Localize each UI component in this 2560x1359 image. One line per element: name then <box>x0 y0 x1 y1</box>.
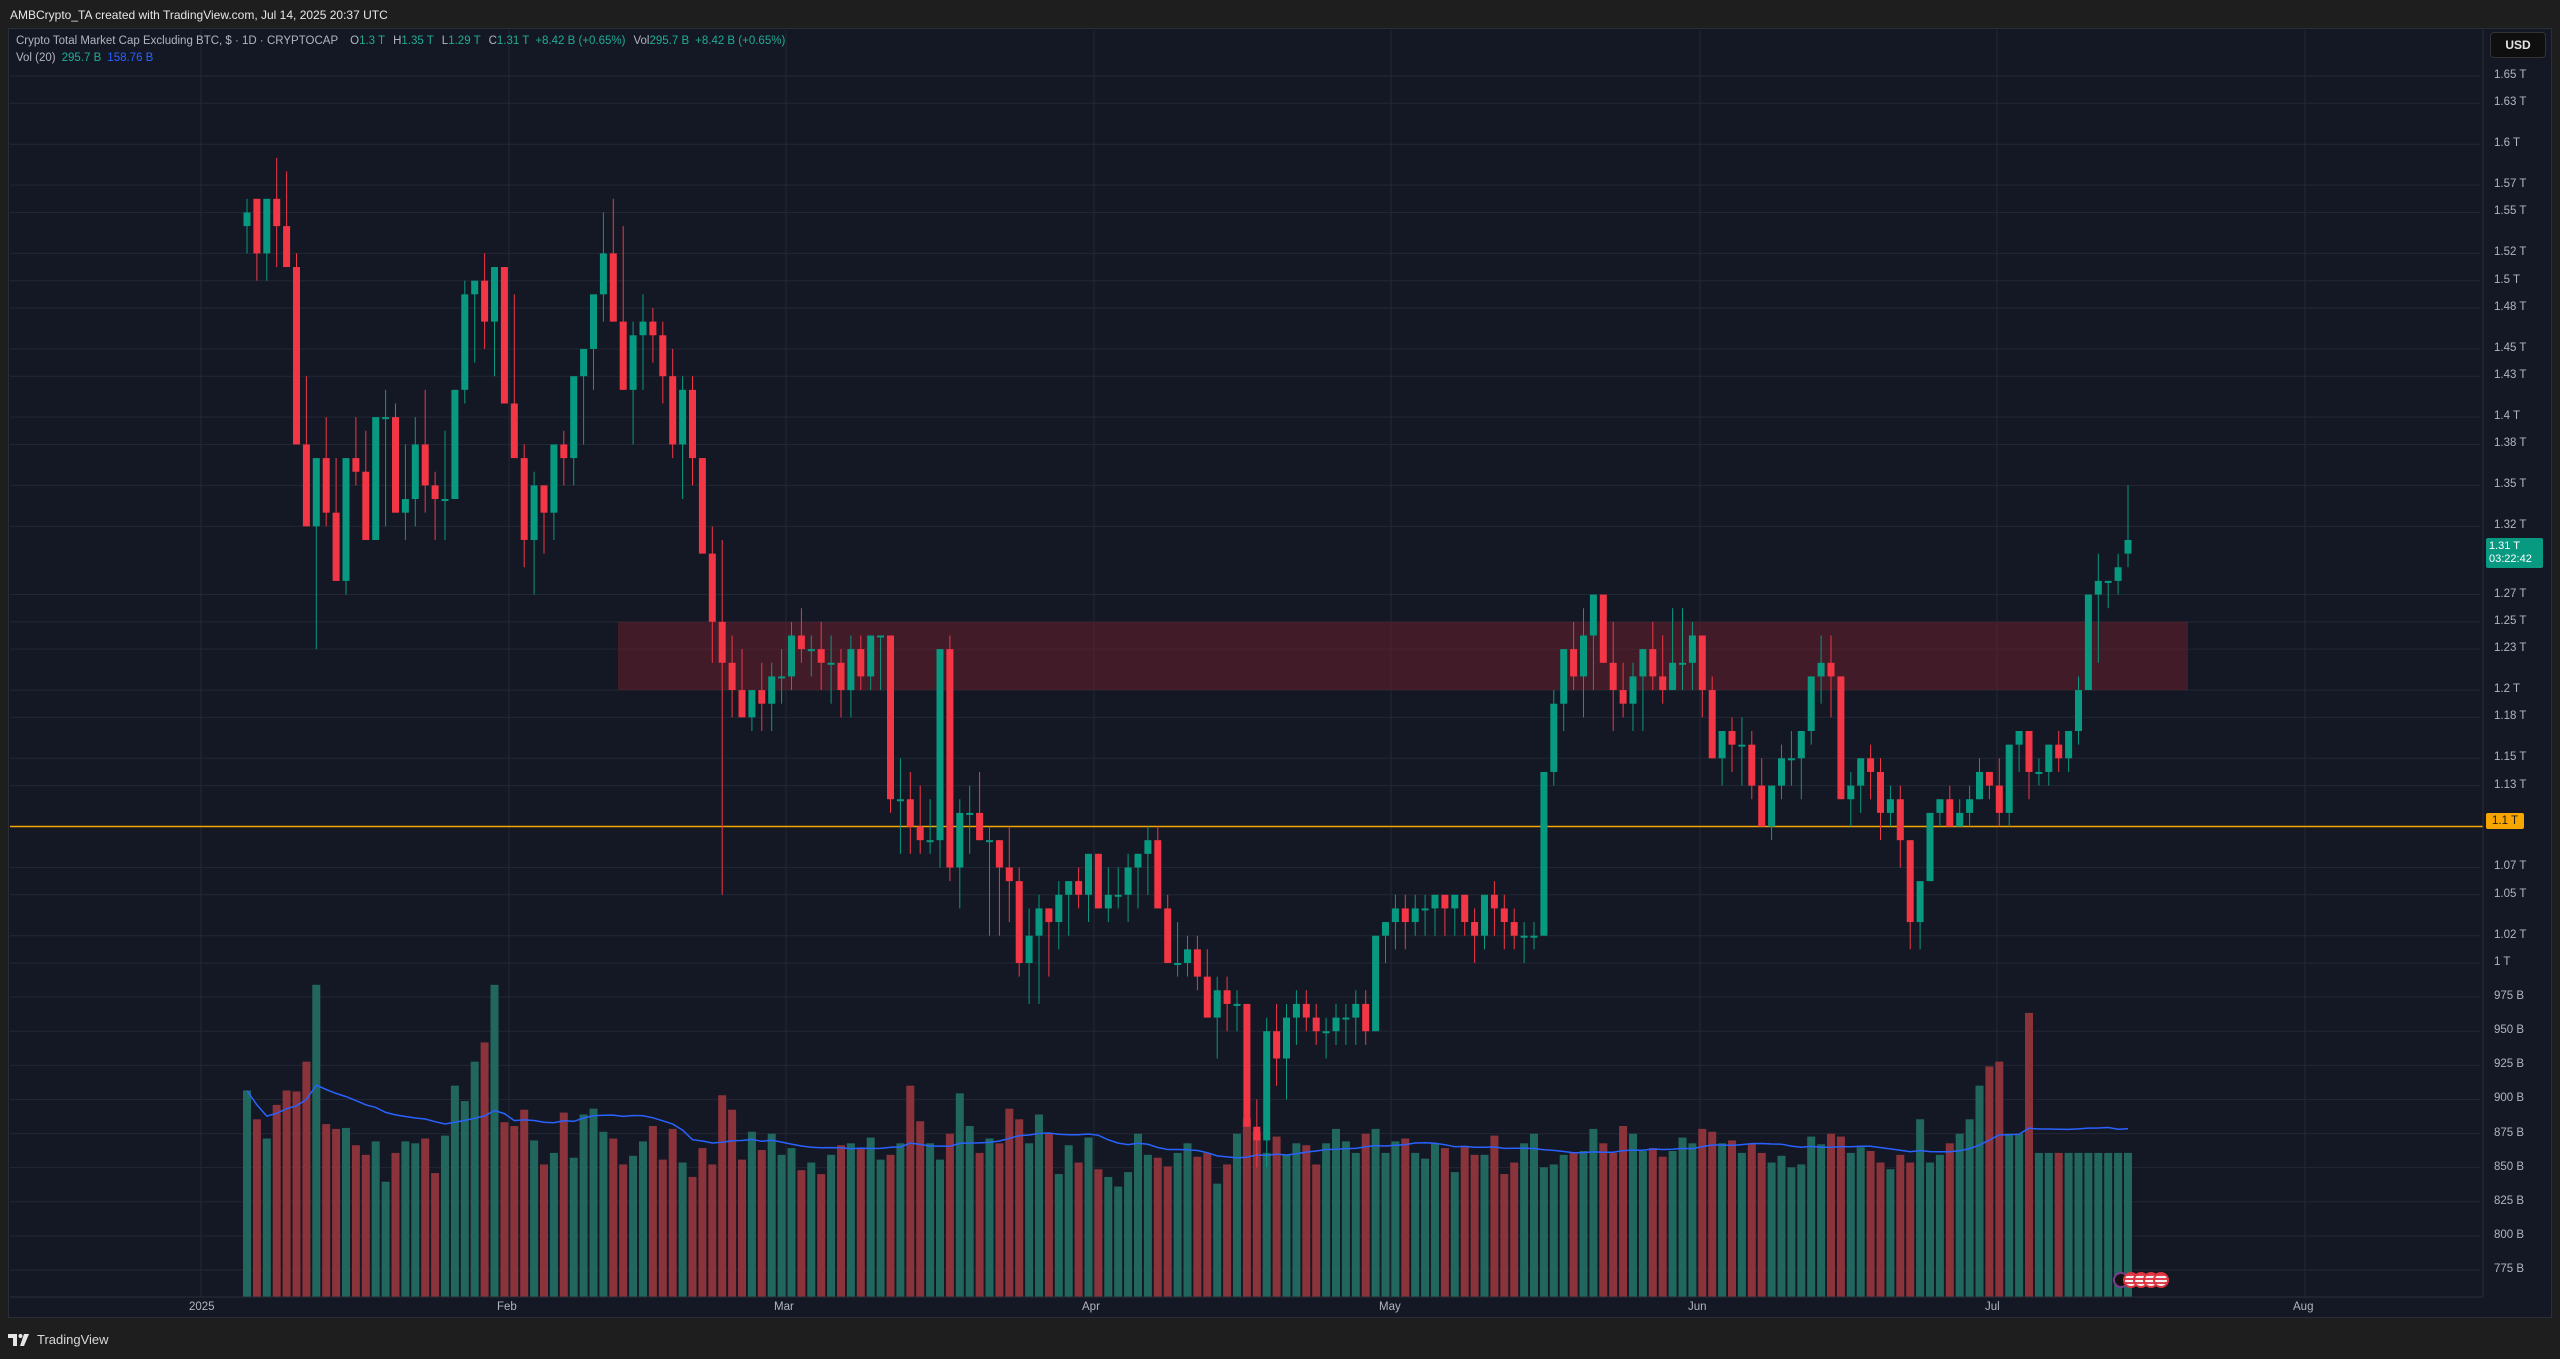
vol20-value: 295.7 B <box>61 52 102 64</box>
price-tick-label: 1.5 T <box>2494 273 2520 286</box>
price-tick-label: 1.07 T <box>2494 860 2527 873</box>
price-change: +8.42 B (+0.65%) <box>535 35 626 47</box>
price-tick-label: 1.23 T <box>2494 642 2527 655</box>
low-label: L <box>441 35 449 47</box>
tradingview-brand[interactable]: TradingView <box>8 1332 109 1347</box>
price-tick-label: 950 B <box>2494 1024 2525 1037</box>
price-tick-label: 1.45 T <box>2494 341 2527 354</box>
volume-value: 295.7 B <box>649 35 690 47</box>
price-tick-label: 1.13 T <box>2494 778 2527 791</box>
price-tick-label: 1.57 T <box>2494 178 2527 191</box>
time-tick-label: Jun <box>1688 1301 1707 1313</box>
price-tick-label: 1.15 T <box>2494 751 2527 764</box>
bar-countdown: 03:22:42 <box>2489 553 2532 565</box>
time-tick-label: Jul <box>1985 1301 2000 1313</box>
price-tick-label: 1 T <box>2494 955 2511 968</box>
chart-credit: AMBCrypto_TA created with TradingView.co… <box>10 8 388 22</box>
tradingview-logo-icon <box>8 1333 29 1346</box>
price-tick-label: 1.38 T <box>2494 437 2527 450</box>
time-tick-label: Mar <box>774 1301 794 1313</box>
symbol-title[interactable]: Crypto Total Market Cap Excluding BTC, $… <box>16 35 339 47</box>
chart-legend: Crypto Total Market Cap Excluding BTC, $… <box>16 33 785 67</box>
price-tick-label: 1.6 T <box>2494 137 2520 150</box>
time-tick-label: Aug <box>2293 1301 2314 1313</box>
volume-indicator-row: Vol (20) 295.7 B 158.76 B <box>16 50 785 67</box>
price-tick-label: 900 B <box>2494 1092 2525 1105</box>
open-label: O <box>350 35 360 47</box>
price-tick-label: 800 B <box>2494 1228 2525 1241</box>
bottom-bar <box>0 1318 2560 1359</box>
brand-name: TradingView <box>37 1332 109 1347</box>
high-value: 1.35 T <box>401 35 434 47</box>
horizontal-level-tag: 1.1 T <box>2486 813 2524 829</box>
price-tick-label: 1.4 T <box>2494 410 2520 423</box>
us-flag-event-icon[interactable] <box>2153 1272 2169 1288</box>
price-tick-label: 1.43 T <box>2494 369 2527 382</box>
chart-area[interactable] <box>8 28 2552 1318</box>
current-price-tag: 1.31 T 03:22:42 <box>2486 538 2543 568</box>
price-tick-label: 925 B <box>2494 1058 2525 1071</box>
price-tick-label: 1.32 T <box>2494 519 2527 532</box>
price-tick-label: 1.55 T <box>2494 205 2527 218</box>
close-value: 1.31 T <box>496 35 530 47</box>
time-tick-label: Feb <box>497 1301 517 1313</box>
price-tick-label: 825 B <box>2494 1194 2525 1207</box>
price-tick-label: 850 B <box>2494 1160 2525 1173</box>
price-tick-label: 1.63 T <box>2494 96 2527 109</box>
close-label: C <box>488 35 497 47</box>
vol20-label[interactable]: Vol (20) <box>16 52 56 64</box>
open-value: 1.3 T <box>359 35 386 47</box>
time-tick-label: Apr <box>1082 1301 1100 1313</box>
high-label: H <box>393 35 402 47</box>
low-value: 1.29 T <box>448 35 481 47</box>
volume-change: +8.42 B (+0.65%) <box>695 35 786 47</box>
price-tick-label: 1.18 T <box>2494 710 2527 723</box>
price-tick-label: 875 B <box>2494 1126 2525 1139</box>
price-tick-label: 1.48 T <box>2494 300 2527 313</box>
price-tick-label: 1.52 T <box>2494 246 2527 259</box>
volume-label: Vol <box>633 35 650 47</box>
symbol-ohlc-row: Crypto Total Market Cap Excluding BTC, $… <box>16 33 785 50</box>
price-tick-label: 1.65 T <box>2494 69 2527 81</box>
price-tick-label: 775 B <box>2494 1263 2525 1276</box>
price-tick-label: 1.35 T <box>2494 478 2527 491</box>
current-price-value: 1.31 T <box>2489 540 2520 552</box>
price-tick-label: 1.02 T <box>2494 928 2527 941</box>
price-tick-label: 1.25 T <box>2494 614 2527 627</box>
currency-button[interactable]: USD <box>2490 32 2546 58</box>
vol20-ma-value: 158.76 B <box>107 52 154 64</box>
price-tick-label: 1.05 T <box>2494 887 2527 900</box>
time-tick-label: May <box>1379 1301 1401 1313</box>
top-bar: AMBCrypto_TA created with TradingView.co… <box>0 0 2560 30</box>
economic-events-markers[interactable] <box>2113 1272 2169 1288</box>
price-tick-label: 975 B <box>2494 990 2525 1003</box>
price-tick-label: 1.27 T <box>2494 587 2527 600</box>
price-tick-label: 1.2 T <box>2494 683 2520 696</box>
time-tick-label: 2025 <box>189 1301 215 1313</box>
